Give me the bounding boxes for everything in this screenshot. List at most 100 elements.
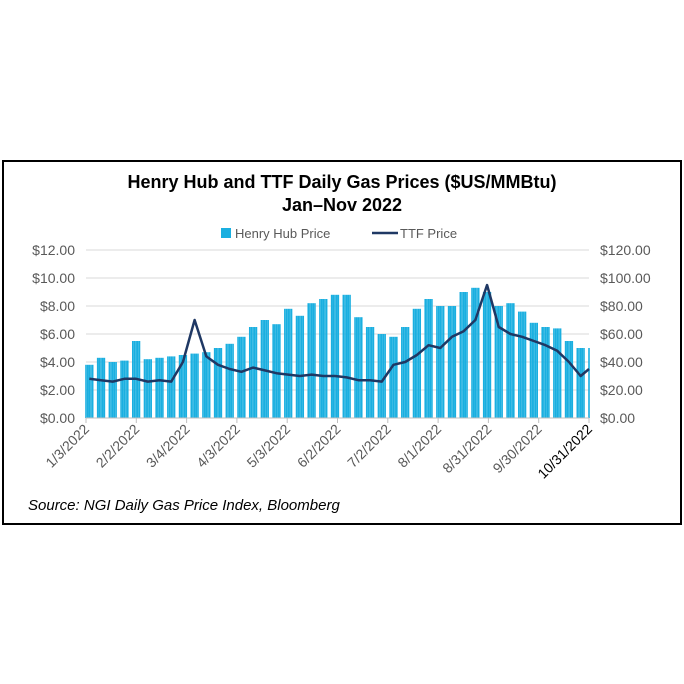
henry-hub-bar — [506, 303, 508, 418]
henry-hub-bar — [178, 355, 181, 418]
henry-hub-bar — [120, 360, 122, 418]
henry-hub-bar — [357, 317, 360, 418]
henry-hub-bar — [215, 348, 218, 418]
left-tick-label: $4.00 — [40, 354, 75, 370]
henry-hub-bar — [367, 327, 370, 418]
henry-hub-bar — [319, 299, 321, 418]
henry-hub-bar — [407, 327, 410, 418]
henry-hub-bar — [486, 292, 488, 418]
henry-hub-bar — [242, 336, 244, 418]
henry-hub-bar — [345, 294, 348, 418]
henry-hub-bar — [205, 352, 208, 418]
right-tick-label: $80.00 — [600, 298, 643, 314]
henry-hub-bar — [379, 334, 381, 418]
ttf-line — [89, 283, 590, 383]
henry-hub-bar — [143, 359, 146, 418]
henry-hub-bar — [279, 324, 281, 418]
henry-hub-bar — [335, 294, 338, 418]
henry-hub-bar — [218, 348, 221, 418]
henry-hub-bar — [320, 299, 323, 418]
x-tick-label: 5/3/2022 — [243, 421, 293, 471]
henry-hub-bar — [158, 357, 161, 418]
henry-hub-bar — [88, 364, 91, 418]
henry-hub-bar — [167, 356, 169, 418]
right-tick-label: $60.00 — [600, 326, 643, 342]
henry-hub-bar — [310, 303, 313, 418]
henry-hub-bar — [556, 328, 559, 418]
henry-hub-bar — [417, 308, 420, 418]
henry-hub-bar — [192, 353, 194, 418]
henry-hub-bar — [284, 308, 286, 418]
henry-hub-bar — [148, 359, 151, 418]
henry-hub-bar — [377, 334, 380, 418]
henry-hub-bar — [110, 362, 112, 418]
x-tick-label: 2/2/2022 — [93, 421, 143, 471]
henry-hub-bar — [115, 362, 117, 418]
henry-hub-bar — [558, 328, 560, 418]
henry-hub-bar — [494, 306, 497, 418]
henry-hub-bar — [160, 357, 162, 418]
legend-ttf-label: TTF Price — [400, 226, 457, 241]
henry-hub-bar — [190, 353, 193, 418]
henry-hub-bar — [372, 327, 375, 418]
henry-hub-bar — [441, 306, 443, 418]
henry-hub-bar — [299, 315, 301, 418]
henry-hub-bar — [312, 303, 315, 418]
henry-hub-bar — [427, 299, 430, 418]
henry-hub-bar — [548, 327, 550, 418]
henry-hub-bar — [429, 299, 432, 418]
henry-hub-bar — [183, 355, 186, 418]
henry-hub-bar — [513, 303, 515, 418]
henry-hub-bar — [402, 327, 405, 418]
x-tick-label: 8/1/2022 — [394, 421, 444, 471]
henry-hub-bar — [474, 287, 477, 418]
henry-hub-bar — [113, 362, 116, 418]
henry-hub-bar — [416, 308, 418, 418]
henry-hub-bar — [121, 360, 124, 418]
henry-hub-bar — [484, 292, 487, 418]
henry-hub-bar — [472, 287, 475, 418]
henry-hub-bar — [238, 336, 241, 418]
henry-hub-bar — [471, 287, 473, 418]
henry-hub-bar — [564, 341, 567, 418]
henry-hub-bar — [359, 317, 361, 418]
henry-hub-bar — [439, 306, 442, 418]
henry-hub-bar — [394, 336, 396, 418]
henry-hub-bar — [208, 352, 211, 418]
henry-hub-bar — [347, 294, 350, 418]
x-tick-label: 6/2/2022 — [294, 421, 344, 471]
x-tick-label: 7/2/2022 — [344, 421, 394, 471]
henry-hub-bar — [389, 336, 391, 418]
henry-hub-bar — [101, 357, 104, 418]
left-tick-label: $2.00 — [40, 382, 75, 398]
henry-hub-bar — [588, 348, 590, 418]
source-note: Source: NGI Daily Gas Price Index, Bloom… — [28, 497, 340, 514]
henry-hub-bar — [168, 356, 171, 418]
henry-hub-bar — [369, 327, 371, 418]
henry-hub-bar — [193, 353, 196, 418]
henry-hub-bar — [459, 292, 462, 418]
henry-hub-bar — [382, 334, 385, 418]
henry-hub-bar — [150, 359, 152, 418]
henry-hub-bar — [274, 324, 276, 418]
henry-hub-bar — [302, 315, 305, 418]
chart-subtitle: Jan–Nov 2022 — [281, 195, 403, 215]
x-tick-label: 8/31/2022 — [439, 421, 495, 477]
henry-hub-bar — [157, 357, 159, 418]
x-tick-label: 3/4/2022 — [143, 421, 193, 471]
chart-frame — [2, 160, 682, 525]
henry-hub-bar — [544, 327, 547, 418]
left-tick-label: $10.00 — [32, 270, 75, 286]
henry-hub-bar — [355, 317, 358, 418]
henry-hub-bar — [442, 306, 445, 418]
henry-hub-bar — [295, 315, 298, 418]
henry-hub-bar — [297, 315, 300, 418]
chart-title: Henry Hub and TTF Daily Gas Prices ($US/… — [127, 172, 557, 192]
henry-hub-bar — [195, 353, 198, 418]
henry-hub-bar — [96, 357, 99, 418]
left-tick-label: $0.00 — [40, 410, 75, 426]
henry-hub-bar — [477, 287, 480, 418]
right-tick-label: $120.00 — [600, 242, 651, 258]
henry-hub-bar — [497, 306, 500, 418]
right-tick-label: $20.00 — [600, 382, 643, 398]
